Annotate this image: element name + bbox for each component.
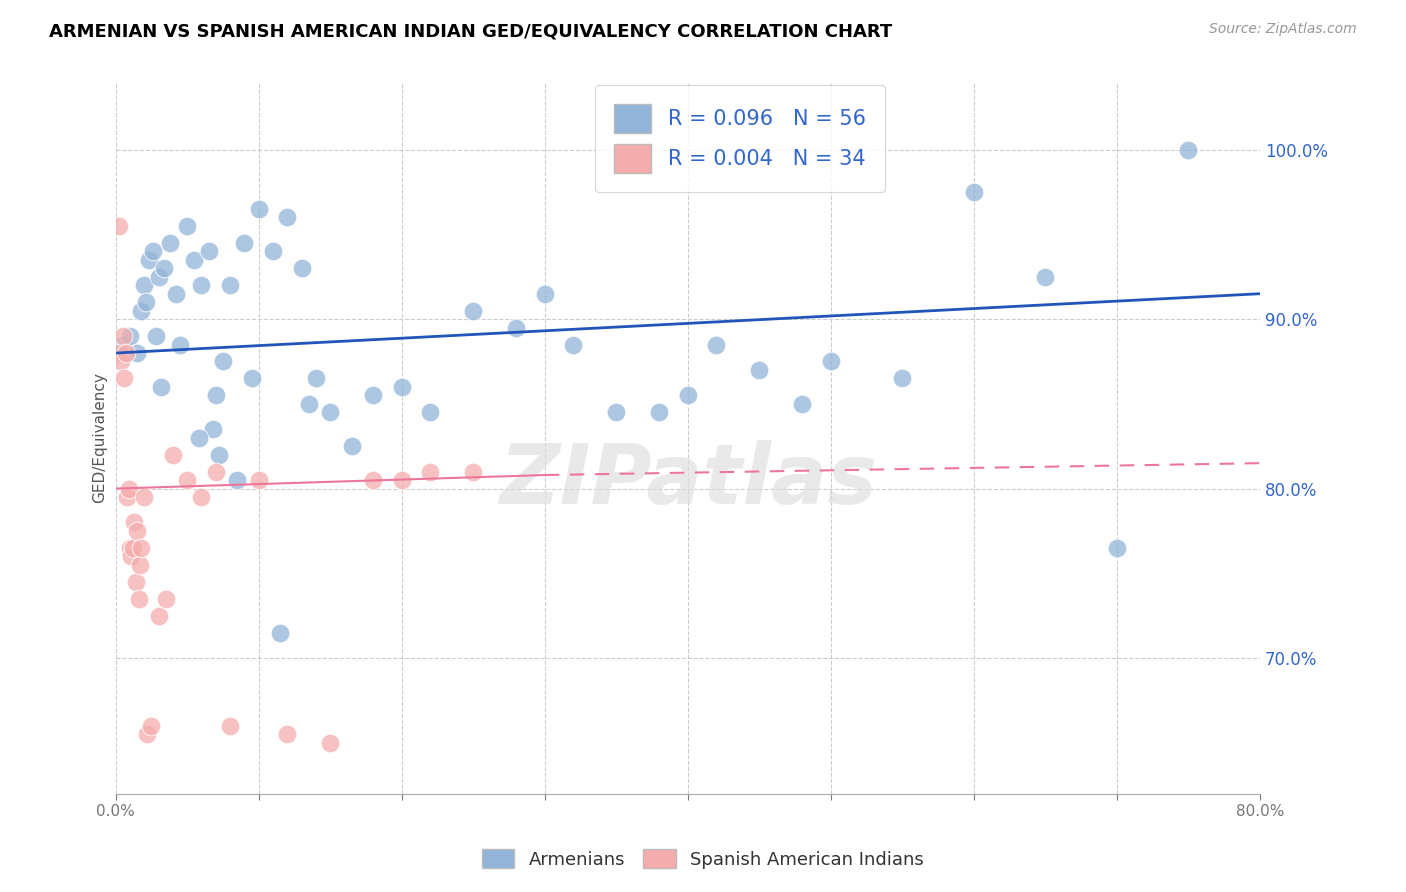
Point [361,473,384,487]
Point [419,405,441,419]
Point [226,473,249,487]
Point [361,388,384,402]
Point [305,371,328,385]
Point [131,303,153,318]
Point [212,354,235,368]
Point [247,473,270,487]
Point [118,329,141,343]
Point [820,354,842,368]
Point [562,337,585,351]
Point [129,558,152,572]
Point [120,549,142,564]
Point [112,371,135,385]
Legend: Armenians, Spanish American Indians: Armenians, Spanish American Indians [475,841,931,876]
Point [240,371,263,385]
Point [148,269,170,284]
Point [122,516,145,530]
Point [792,397,814,411]
Point [108,346,131,360]
Point [176,473,198,487]
Point [155,591,177,606]
Point [269,625,291,640]
Point [190,278,212,293]
Point [676,388,699,402]
Point [340,439,363,453]
Point [135,295,157,310]
Point [204,388,226,402]
Point [136,727,159,741]
Point [134,278,156,293]
Point [141,719,163,733]
Text: ARMENIAN VS SPANISH AMERICAN INDIAN GED/EQUIVALENCY CORRELATION CHART: ARMENIAN VS SPANISH AMERICAN INDIAN GED/… [49,22,893,40]
Point [142,244,165,259]
Point [706,337,728,351]
Y-axis label: GED/Equivalency: GED/Equivalency [93,372,107,503]
Point [107,219,129,233]
Point [114,346,136,360]
Point [127,346,149,360]
Point [276,211,298,225]
Point [125,574,148,589]
Point [190,490,212,504]
Point [1105,541,1128,555]
Point [134,490,156,504]
Point [162,448,184,462]
Point [605,405,627,419]
Point [121,541,143,555]
Point [219,278,242,293]
Point [276,727,298,741]
Point [219,719,242,733]
Legend: R = 0.096   N = 56, R = 0.004   N = 34: R = 0.096 N = 56, R = 0.004 N = 34 [595,86,884,192]
Point [165,286,187,301]
Point [183,252,205,267]
Point [233,235,256,250]
Point [648,405,671,419]
Point [117,482,139,496]
Point [197,244,219,259]
Point [204,465,226,479]
Point [201,422,224,436]
Point [208,448,231,462]
Point [150,380,173,394]
Point [1177,143,1199,157]
Text: ZIPatlas: ZIPatlas [499,440,877,521]
Point [111,337,134,351]
Point [1033,269,1056,284]
Point [128,591,150,606]
Point [118,541,141,555]
Point [262,244,284,259]
Point [131,541,153,555]
Point [127,524,149,538]
Point [169,337,191,351]
Point [145,329,167,343]
Point [463,465,485,479]
Point [319,405,342,419]
Point [138,252,160,267]
Point [391,473,413,487]
Point [247,202,270,216]
Point [111,329,134,343]
Point [153,261,176,276]
Point [748,363,770,377]
Point [891,371,914,385]
Point [963,185,986,199]
Point [110,354,132,368]
Point [319,736,342,750]
Point [187,431,209,445]
Point [505,320,527,334]
Point [159,235,181,250]
Point [176,219,198,233]
Point [463,303,485,318]
Point [533,286,555,301]
Point [391,380,413,394]
Point [419,465,441,479]
Point [148,608,170,623]
Text: Source: ZipAtlas.com: Source: ZipAtlas.com [1209,22,1357,37]
Point [291,261,314,276]
Point [115,490,138,504]
Point [298,397,321,411]
